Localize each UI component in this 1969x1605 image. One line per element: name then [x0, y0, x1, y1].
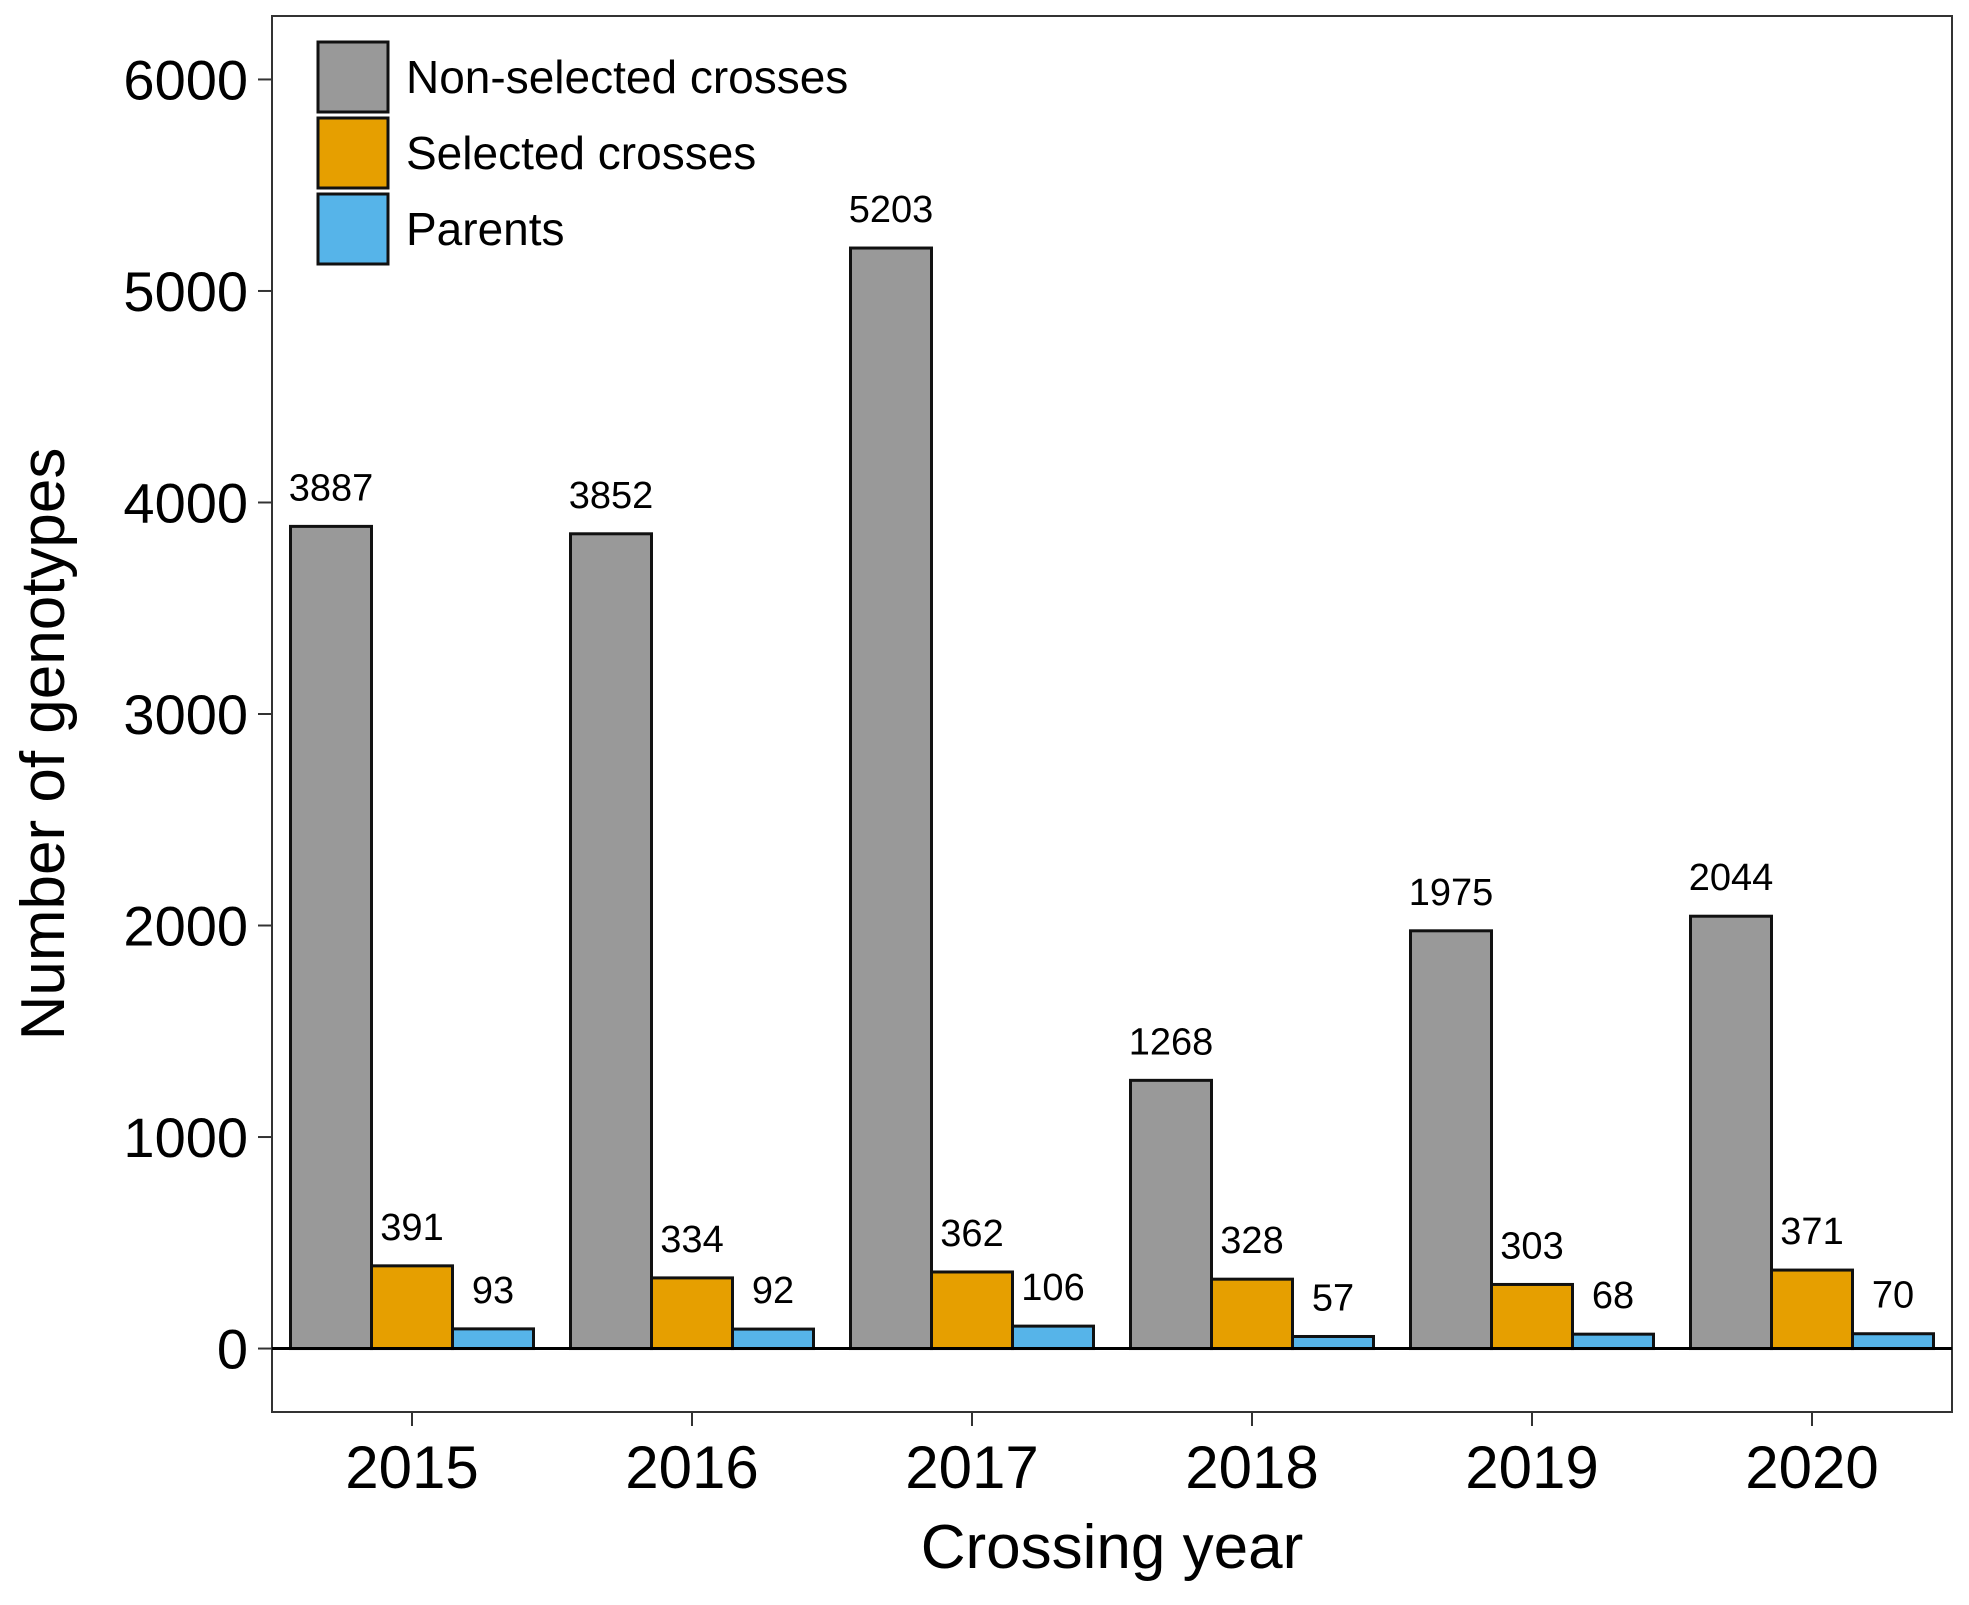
bar-2019-series-2: [1571, 1332, 1655, 1351]
legend-key-0: [316, 40, 390, 114]
bar-2019-series-0: [1409, 929, 1493, 1351]
legend-key-1: [316, 116, 390, 190]
x-tick-label-2017: 2017: [905, 1434, 1038, 1501]
bar-2020-series-1: [1770, 1268, 1854, 1351]
bar-2016-series-1: [650, 1276, 734, 1351]
bar-label-2015-series-1: 391: [380, 1207, 443, 1249]
y-tick-label-2000: 2000: [123, 895, 248, 958]
bar-label-2018-series-0: 1268: [1129, 1021, 1214, 1063]
y-tick-label-3000: 3000: [123, 683, 248, 746]
legend-label-2: Parents: [406, 203, 565, 255]
bar-label-2020-series-2: 70: [1872, 1275, 1914, 1317]
bar-2019-series-1: [1490, 1282, 1574, 1351]
axes-layer: 2015 2016 2017 2018 2019 2020 0 1000 2000 3000 400…: [123, 15, 1953, 1501]
x-tick-label-2019: 2019: [1465, 1434, 1598, 1501]
x-tick-label-2020: 2020: [1745, 1434, 1878, 1501]
bar-label-2019-series-1: 303: [1500, 1225, 1563, 1267]
bar-2018-series-1: [1210, 1277, 1294, 1351]
bar-2015-series-1: [370, 1264, 454, 1351]
legend-key-2: [316, 192, 390, 266]
bar-label-2015-series-2: 93: [472, 1270, 514, 1312]
y-tick-label-1000: 1000: [123, 1106, 248, 1169]
bar-label-2018-series-2: 57: [1312, 1277, 1354, 1319]
bar-label-2017-series-1: 362: [940, 1213, 1003, 1255]
bar-2017-series-2: [1011, 1324, 1095, 1351]
bar-labels-layer: 3887 391 93 3852 334 92 5203 362 106 1268 328 57 197…: [289, 189, 1914, 1319]
bar-label-2019-series-2: 68: [1592, 1275, 1634, 1317]
bar-2017-series-0: [849, 246, 933, 1351]
bar-2015-series-0: [289, 524, 373, 1351]
y-axis-title: Number of genotypes: [9, 448, 78, 1041]
bar-label-2015-series-0: 3887: [289, 467, 374, 509]
bar-2015-series-2: [451, 1327, 535, 1351]
x-axis-title: Crossing year: [921, 1513, 1303, 1582]
bar-label-2016-series-1: 334: [660, 1219, 723, 1261]
bar-label-2020-series-0: 2044: [1689, 857, 1774, 899]
bar-2017-series-1: [930, 1270, 1014, 1351]
bar-2016-series-2: [731, 1327, 815, 1351]
bar-label-2016-series-2: 92: [752, 1270, 794, 1312]
bar-label-2016-series-0: 3852: [569, 475, 654, 517]
bar-2020-series-0: [1689, 914, 1773, 1351]
legend: Non-selected crosses Selected crosses Pare…: [316, 40, 848, 266]
x-tick-label-2018: 2018: [1185, 1434, 1318, 1501]
bar-2020-series-2: [1851, 1332, 1935, 1351]
bar-label-2018-series-1: 328: [1220, 1220, 1283, 1262]
x-tick-label-2015: 2015: [345, 1434, 478, 1501]
y-tick-label-6000: 6000: [123, 48, 248, 111]
bar-2016-series-0: [569, 532, 653, 1351]
bar-label-2020-series-1: 371: [1780, 1211, 1843, 1253]
x-tick-label-2016: 2016: [625, 1434, 758, 1501]
y-tick-label-4000: 4000: [123, 471, 248, 534]
bar-2018-series-2: [1291, 1334, 1375, 1351]
y-tick-label-5000: 5000: [123, 260, 248, 323]
bars-layer: [289, 246, 1935, 1351]
bar-2018-series-0: [1129, 1078, 1213, 1351]
bar-label-2017-series-2: 106: [1021, 1267, 1084, 1309]
legend-label-1: Selected crosses: [406, 127, 756, 179]
y-tick-label-0: 0: [217, 1318, 248, 1381]
bar-label-2017-series-0: 5203: [849, 189, 934, 231]
bar-label-2019-series-0: 1975: [1409, 872, 1494, 914]
legend-label-0: Non-selected crosses: [406, 51, 848, 103]
